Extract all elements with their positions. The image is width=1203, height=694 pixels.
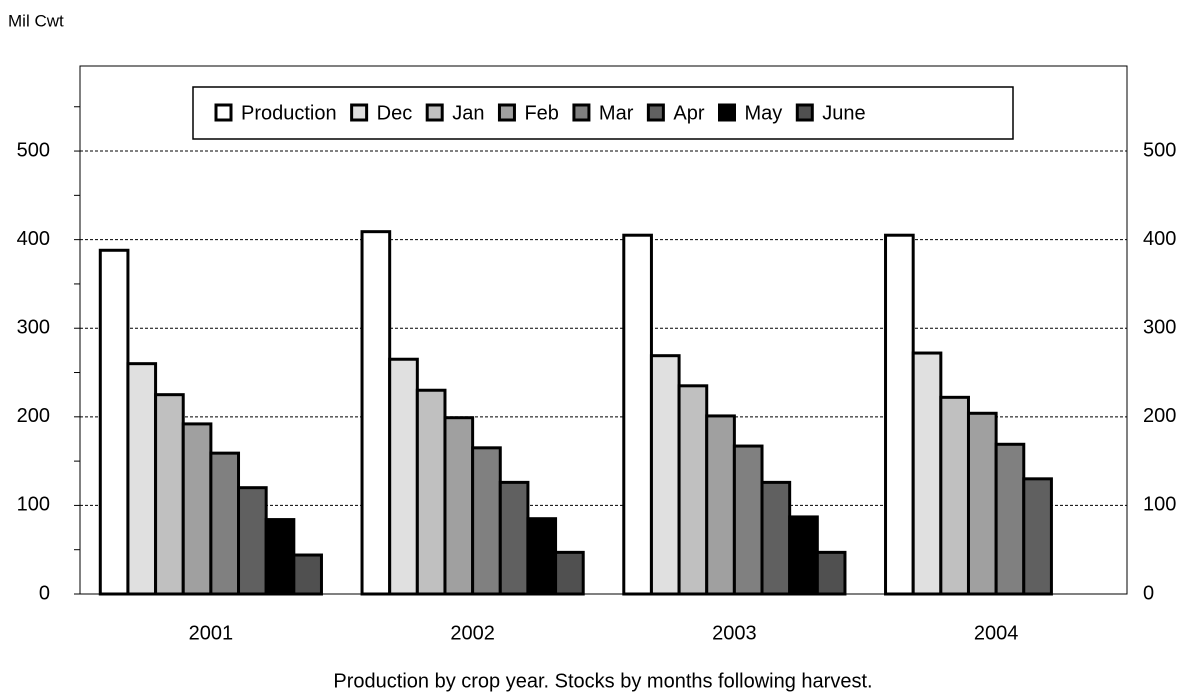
y2-tick-label: 400 bbox=[1143, 228, 1176, 250]
y2-tick-label: 0 bbox=[1143, 582, 1154, 604]
x-tick-label: 2004 bbox=[974, 622, 1019, 644]
legend-swatch bbox=[795, 103, 814, 122]
bar bbox=[443, 416, 475, 596]
legend-swatch bbox=[497, 103, 516, 122]
legend-swatch bbox=[718, 103, 736, 122]
x-tick-label: 2003 bbox=[712, 622, 757, 644]
legend-label: Production bbox=[241, 102, 337, 124]
legend-label: Apr bbox=[673, 102, 704, 124]
bar bbox=[471, 446, 502, 596]
y2-tick-label: 100 bbox=[1143, 494, 1176, 516]
bar bbox=[788, 515, 819, 596]
bar bbox=[966, 411, 998, 596]
y-tick-label: 100 bbox=[17, 494, 50, 516]
y2-tick-label: 200 bbox=[1143, 405, 1176, 427]
legend-swatch bbox=[646, 103, 665, 122]
y-axis-label: Mil Cwt bbox=[8, 11, 64, 30]
bar bbox=[360, 230, 392, 596]
bar bbox=[237, 486, 268, 596]
bar bbox=[705, 414, 736, 596]
bar bbox=[760, 480, 792, 596]
legend-swatch bbox=[214, 103, 233, 122]
bar bbox=[884, 233, 915, 596]
bar bbox=[815, 550, 847, 596]
bar bbox=[181, 422, 213, 596]
legend-swatch bbox=[425, 103, 444, 122]
bar bbox=[1022, 477, 1053, 596]
bar bbox=[526, 517, 558, 596]
bar bbox=[677, 384, 709, 596]
bar bbox=[554, 550, 585, 596]
bar bbox=[994, 442, 1026, 596]
bar bbox=[209, 451, 241, 596]
bar bbox=[292, 553, 323, 596]
legend-label: Mar bbox=[599, 102, 634, 124]
x-tick-label: 2001 bbox=[189, 622, 234, 644]
bar bbox=[415, 388, 447, 596]
bar bbox=[732, 444, 764, 596]
y2-tick-label: 300 bbox=[1143, 317, 1176, 339]
bar bbox=[939, 395, 970, 596]
legend-box bbox=[192, 86, 1014, 140]
x-axis-label: Production by crop year. Stocks by month… bbox=[333, 670, 872, 692]
bar bbox=[649, 354, 681, 596]
x-tick-label: 2002 bbox=[450, 622, 495, 644]
bar bbox=[622, 233, 653, 596]
bar bbox=[388, 357, 419, 596]
y-tick-label: 200 bbox=[17, 405, 50, 427]
bar bbox=[498, 480, 530, 596]
legend-label: May bbox=[745, 102, 783, 124]
y-tick-label: 0 bbox=[39, 582, 50, 604]
legend-label: Jan bbox=[452, 102, 484, 124]
legend-label: June bbox=[822, 102, 865, 124]
plot-border bbox=[79, 65, 1128, 595]
bar bbox=[98, 248, 130, 596]
bar bbox=[126, 362, 158, 596]
y2-tick-label: 500 bbox=[1143, 139, 1176, 161]
legend-swatch bbox=[572, 103, 591, 122]
y-tick-label: 300 bbox=[17, 317, 50, 339]
bar bbox=[154, 393, 185, 596]
bar bbox=[264, 518, 296, 596]
y-tick-label: 500 bbox=[17, 139, 50, 161]
legend-label: Dec bbox=[377, 102, 413, 124]
legend-swatch bbox=[350, 103, 369, 122]
legend-label: Feb bbox=[524, 102, 558, 124]
y-tick-label: 400 bbox=[17, 228, 50, 250]
bar bbox=[911, 351, 943, 596]
